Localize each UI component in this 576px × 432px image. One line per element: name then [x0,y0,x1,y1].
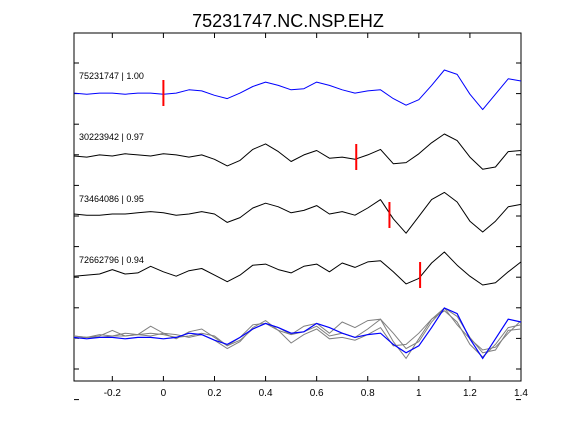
trace-label: 30223942 | 0.97 [79,132,144,142]
trace-label: 75231747 | 1.00 [79,71,144,81]
x-tick-label: 0.8 [361,388,375,399]
x-tick-label: -0.2 [104,388,122,399]
trace-line [73,69,522,111]
x-axis: -0.2 0 0.2 0.4 0.6 0.8 1 1.2 1.4 [104,33,528,399]
traces: 75231747 | 1.00 30223942 | 0.97 73464086 |… [73,69,522,288]
trace-line [73,133,522,170]
plot-frame [73,32,522,382]
trace-label: 72662796 | 0.94 [79,255,144,265]
y-axis-ticks [74,62,521,401]
trace-line [73,191,522,234]
stack-trace [73,307,522,351]
stack-trace-master [73,307,522,360]
x-tick-label: 0.4 [259,388,273,399]
x-tick-label: 1.4 [514,388,528,399]
trace-label: 73464086 | 0.95 [79,194,144,204]
stack-trace [73,310,522,360]
x-tick-label: 1 [416,388,422,399]
x-tick-label: 0 [161,388,167,399]
x-tick-label: 1.2 [463,388,477,399]
chart-title: 75231747.NC.NSP.EHZ [192,11,384,31]
stack-overlay [73,307,522,360]
x-tick-label: 0.6 [310,388,324,399]
x-tick-label: 0.2 [208,388,222,399]
trace-line [73,251,522,286]
